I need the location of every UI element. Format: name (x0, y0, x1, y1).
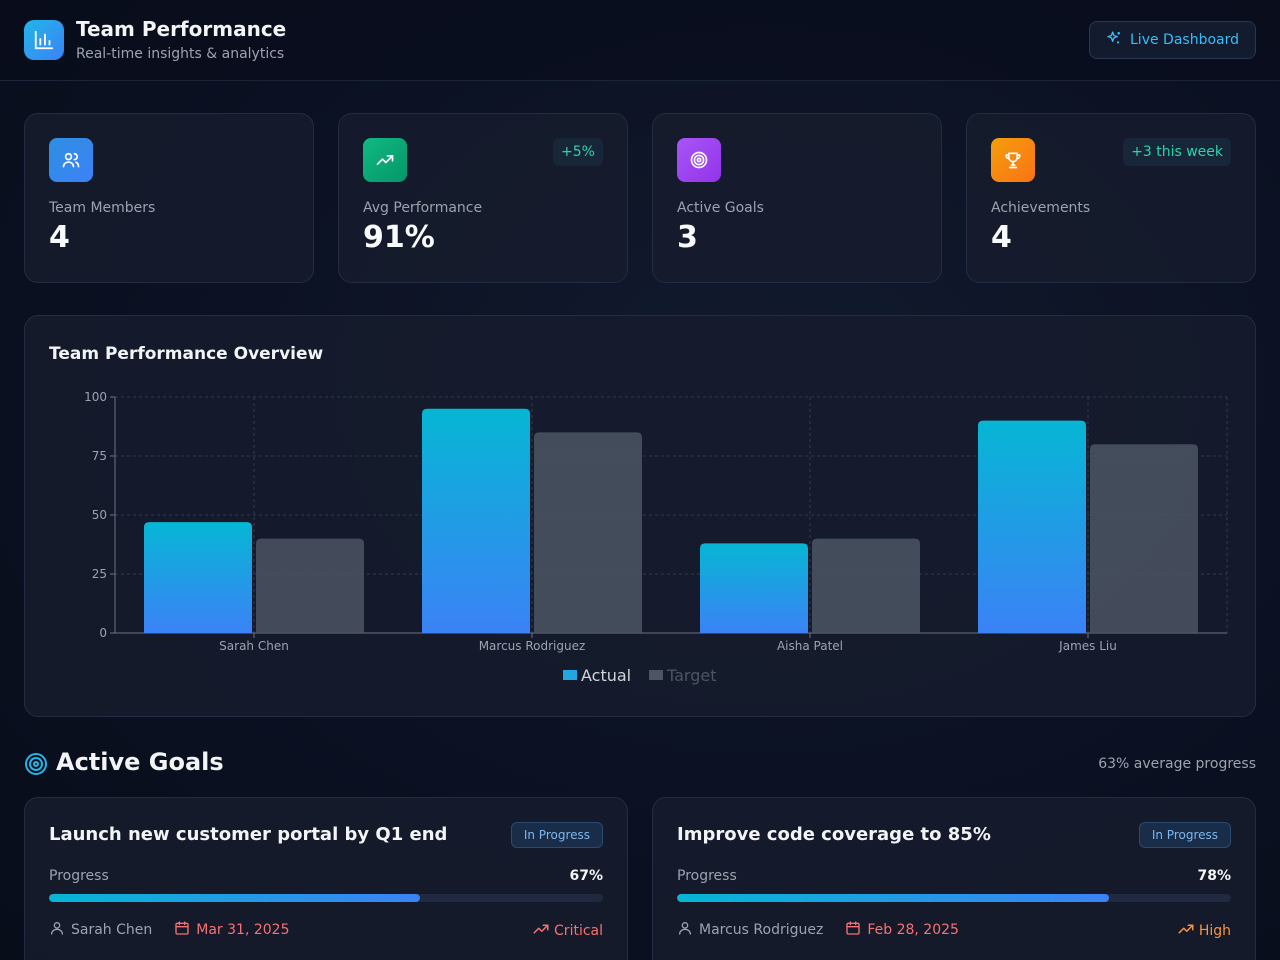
goal-priority: High (1177, 920, 1231, 942)
legend-swatch (649, 670, 663, 680)
goal-owner: Marcus Rodriguez (699, 922, 824, 938)
x-tick-label: Sarah Chen (219, 639, 289, 653)
progress-value: 78% (1197, 868, 1231, 884)
app-header: Team Performance Real-time insights & an… (0, 0, 1280, 81)
user-icon (677, 920, 693, 940)
bar-target-james-liu[interactable] (1090, 444, 1198, 633)
x-tick-label: Aisha Patel (777, 639, 843, 653)
goal-title: Improve code coverage to 85% (677, 824, 991, 845)
target-icon (24, 752, 48, 776)
bar-chart-icon (24, 20, 64, 60)
goals-average-progress: 63% average progress (1098, 756, 1256, 772)
goal-meta: Marcus Rodriguez Feb 28, 2025 (677, 920, 959, 940)
bar-target-marcus-rodriguez[interactable] (534, 432, 642, 633)
stat-card-avg-performance: +5% Avg Performance 91% (338, 113, 628, 283)
goal-card[interactable]: Improve code coverage to 85% In Progress… (652, 797, 1256, 960)
stat-label: Achievements (991, 200, 1091, 216)
bar-actual-sarah-chen[interactable] (144, 522, 252, 633)
goal-priority: Critical (532, 920, 603, 942)
bar-actual-marcus-rodriguez[interactable] (422, 408, 530, 633)
y-tick-label: 100 (84, 390, 107, 404)
calendar-icon (845, 920, 861, 940)
user-icon (49, 920, 65, 940)
goals-section-title: Active Goals (56, 748, 224, 776)
status-badge: In Progress (510, 822, 603, 848)
bar-target-sarah-chen[interactable] (256, 538, 364, 633)
stat-badge: +3 this week (1123, 138, 1231, 166)
page-subtitle: Real-time insights & analytics (76, 46, 285, 62)
legend-label[interactable]: Target (666, 666, 717, 685)
goal-meta: Sarah Chen Mar 31, 2025 (49, 920, 289, 940)
y-tick-label: 50 (92, 508, 107, 522)
target-icon (677, 138, 721, 182)
stat-value: 4 (49, 220, 70, 255)
goal-due-date: Mar 31, 2025 (196, 922, 290, 938)
trending-up-icon (1177, 920, 1195, 942)
sparkles-icon (1106, 30, 1122, 50)
stat-value: 4 (991, 220, 1012, 255)
progress-fill (677, 894, 1110, 902)
goal-due-date: Feb 28, 2025 (867, 922, 959, 938)
stat-value: 91% (363, 220, 435, 255)
calendar-icon (174, 920, 190, 940)
legend-swatch (563, 670, 577, 680)
stat-card-active-goals: Active Goals 3 (652, 113, 942, 283)
stat-card-team-members: Team Members 4 (24, 113, 314, 283)
trending-up-icon (532, 920, 550, 942)
bar-actual-james-liu[interactable] (978, 420, 1086, 633)
priority-label: High (1198, 923, 1231, 939)
progress-label: Progress (49, 868, 109, 884)
progress-label: Progress (677, 868, 737, 884)
x-tick-label: James Liu (1058, 639, 1117, 653)
y-tick-label: 25 (92, 567, 107, 581)
stat-badge: +5% (553, 138, 603, 166)
stat-label: Avg Performance (363, 200, 483, 216)
status-badge: In Progress (1138, 822, 1231, 848)
priority-label: Critical (554, 923, 603, 939)
bar-target-aisha-patel[interactable] (812, 538, 920, 633)
stat-value: 3 (677, 220, 698, 255)
legend-label[interactable]: Actual (581, 666, 631, 685)
goal-card[interactable]: Launch new customer portal by Q1 end In … (24, 797, 628, 960)
live-dashboard-label: Live Dashboard (1130, 32, 1239, 48)
x-tick-label: Marcus Rodriguez (479, 639, 586, 653)
goal-title: Launch new customer portal by Q1 end (49, 824, 448, 845)
stat-label: Active Goals (677, 200, 764, 216)
chart-title: Team Performance Overview (49, 344, 324, 364)
trophy-icon (991, 138, 1035, 182)
goal-owner: Sarah Chen (71, 922, 153, 938)
progress-bar (49, 894, 603, 902)
bar-actual-aisha-patel[interactable] (700, 543, 808, 633)
performance-chart-panel: Team Performance Overview 0 25 50 75 100 Sara… (24, 315, 1256, 717)
progress-value: 67% (569, 868, 603, 884)
trending-up-icon (363, 138, 407, 182)
y-tick-label: 75 (92, 449, 107, 463)
stat-label: Team Members (49, 200, 156, 216)
live-dashboard-button[interactable]: Live Dashboard (1089, 21, 1256, 59)
progress-bar (677, 894, 1231, 902)
users-icon (49, 138, 93, 182)
page-title: Team Performance (76, 17, 287, 41)
stat-card-achievements: +3 this week Achievements 4 (966, 113, 1256, 283)
y-tick-label: 0 (99, 626, 107, 640)
progress-fill (49, 894, 421, 902)
bar-chart: 0 25 50 75 100 Sarah Chen Marcus Rodriguez Aish… (84, 390, 1228, 685)
